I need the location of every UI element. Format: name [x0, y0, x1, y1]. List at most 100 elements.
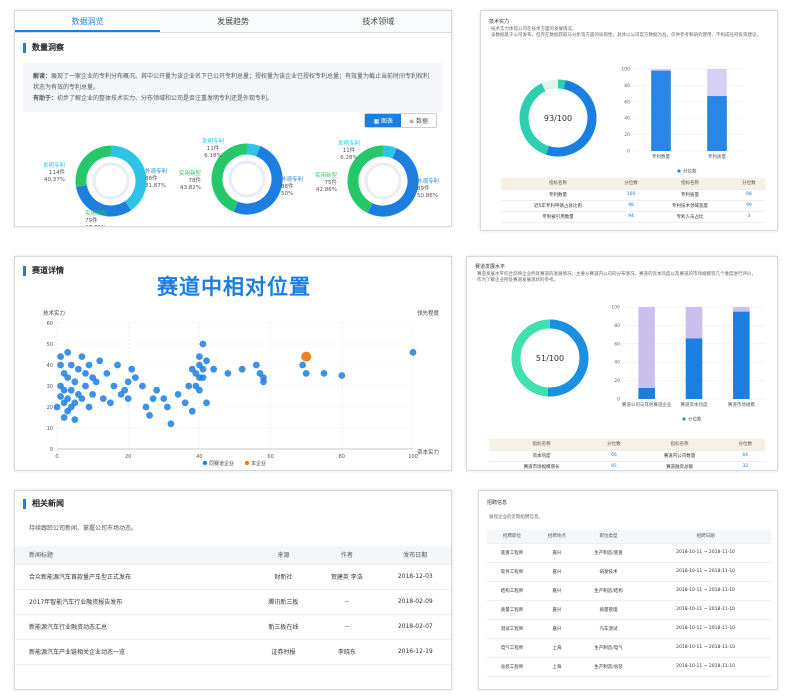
donut-label: 外观专利 — [417, 177, 439, 185]
legend-marker — [202, 460, 208, 466]
gauge-score: 51/100 — [536, 354, 564, 363]
x-axis-label: 资本实力 — [417, 448, 439, 456]
donut-slice — [367, 148, 419, 217]
peer-company-point — [64, 374, 72, 381]
table-row[interactable]: 软件工程师 嘉兴 研发技术 2018-10-11 ~ 2018-11-10 — [487, 562, 771, 582]
peer-company-point — [110, 382, 118, 390]
peer-company-point — [121, 386, 129, 394]
donut-label: 外观专利 — [145, 167, 167, 175]
legend-marker — [682, 417, 686, 421]
help-label: 有助于： — [33, 95, 58, 102]
peer-company-point — [260, 378, 267, 386]
jobs-sub: 展现企业的近期招聘信息。 — [489, 515, 543, 520]
donut-pct: 40.37% — [44, 177, 65, 183]
bar — [707, 96, 727, 151]
donut-pct: 27.76% — [85, 225, 106, 227]
peer-company-point — [199, 340, 207, 348]
peer-company-point — [146, 412, 153, 419]
section-title: 技术实力 — [489, 19, 510, 25]
tech-strength-panel: 技术实力 技术实力体现公司在技术方面的发展情况。 该数据基于公司发布，但存在数据… — [480, 10, 778, 231]
peer-company-point — [78, 353, 86, 360]
peer-company-point — [82, 382, 89, 390]
own-company-point — [301, 351, 312, 362]
peer-company-point — [85, 403, 93, 411]
tech-desc-1: 技术实力体现公司在技术方面的发展情况。 — [491, 27, 577, 32]
donut-label: 实用新型 — [179, 169, 202, 177]
bar — [685, 307, 703, 339]
news-panel: 相关新闻 持续跟踪公司新闻、掌握公司市场动态。 新闻标题 来源 作者 发布日期 合众新… — [14, 490, 452, 690]
x-tick-label: 20 — [125, 454, 131, 460]
tab-tech-field[interactable]: 技术领域 — [362, 17, 395, 26]
tick-label: 60 — [624, 99, 630, 105]
donut-slice — [75, 145, 112, 188]
peer-company-point — [85, 361, 93, 369]
peer-company-point — [203, 357, 210, 365]
table-row[interactable]: 底盘工程师 嘉兴 生产制造/底盘 2018-10-11 ~ 2018-11-10 — [487, 543, 771, 563]
description-box: 解读：展现了一家企业的专利分布概况。其中公开量为该企业名下已公开专利总量；授权量… — [23, 63, 443, 112]
peer-company-point — [181, 399, 189, 407]
donut-label: 发明专利 — [338, 139, 360, 147]
donut-count: 11件 — [343, 146, 356, 154]
category-label: 赛道资本热度 — [681, 401, 708, 408]
category-label: 赛道公司与其他赛道企业 — [622, 401, 672, 408]
peer-company-point — [78, 395, 86, 402]
table-row[interactable]: 电气工程师 上海 生产制造/电气 2018-10-11 ~ 2018-11-10 — [487, 638, 771, 658]
tab-trend[interactable]: 发展趋势 — [216, 17, 249, 26]
x-tick-label: 80 — [339, 454, 345, 460]
donut-slice — [382, 145, 397, 159]
peer-company-point — [57, 353, 64, 360]
peer-company-point — [196, 386, 203, 394]
table-row[interactable]: 质量工程师 嘉兴 质量管理 2018-10-11 ~ 2018-11-10 — [487, 600, 771, 620]
tick-label: 20 — [624, 132, 630, 138]
y-axis-label: 技术实力 — [43, 309, 65, 317]
peer-company-point — [92, 378, 100, 386]
tick-label: 40 — [624, 116, 630, 122]
donut-inner-ring — [92, 162, 130, 200]
tick-label: 100 — [611, 305, 620, 311]
tick-label: 0 — [627, 149, 630, 155]
table-row[interactable]: 新能源汽车行业融资动态汇总 新三板在线 -- 2018-02-07 — [15, 614, 451, 640]
peer-company-point — [60, 414, 68, 421]
peer-company-point — [185, 382, 193, 390]
peer-company-point — [124, 378, 132, 386]
peer-company-point — [71, 416, 79, 423]
donut-count: 88件 — [145, 174, 158, 182]
y-tick-label: 10 — [47, 426, 53, 432]
table-row[interactable]: 新能源汽车产业链相关企业动态一览 证券时报 李晓东 2016-12-19 — [15, 639, 451, 665]
table-row[interactable]: 2017年智能汽车行业融资报告发布 腾讯新三板 -- 2018-02-09 — [15, 589, 451, 615]
peer-company-point — [142, 403, 150, 411]
peer-company-point — [320, 370, 328, 377]
data-view-button[interactable]: ≡ 数据 — [401, 114, 436, 127]
donut-label: 实用新型 — [85, 209, 108, 217]
peer-company-point — [64, 349, 72, 356]
table-row[interactable]: 测试工程师 嘉兴 汽车测试 2018-10-11 ~ 2018-11-10 — [487, 619, 771, 639]
x-tick-label: 100 — [408, 454, 418, 460]
donut-pct: 50.86% — [417, 193, 438, 199]
donut-inner-ring — [228, 160, 266, 198]
track-table: 指标名称 分位数 指标名称 分位数 资本热度 66 赛道内公司数量 66 赛道市场规模增长 9… — [489, 439, 765, 470]
tab-overview[interactable]: 数据洞览 — [15, 11, 161, 32]
donut-pct: 31.87% — [145, 183, 166, 189]
peer-company-point — [338, 372, 346, 379]
donut-label: 外观专利 — [281, 175, 303, 183]
peer-company-point — [114, 361, 121, 369]
donut-label: 实用新型 — [315, 171, 338, 179]
chart-view-button[interactable]: ▦ 图表 — [365, 114, 402, 127]
table-row[interactable]: 结构工程师 嘉兴 生产制造/结构 2018-10-11 ~ 2018-11-10 — [487, 581, 771, 601]
tech-score-gauge: 93/100 — [519, 79, 597, 157]
peer-company-point — [210, 365, 218, 373]
donut-slice — [233, 146, 283, 215]
x-tick-label: 0 — [55, 454, 58, 460]
peer-company-point — [67, 361, 75, 369]
peer-company-point — [60, 386, 68, 394]
peer-company-point — [188, 407, 196, 415]
table-row[interactable]: 总装工程师 上海 生产制造/总装 2018-10-11 ~ 2018-11-10 — [487, 657, 771, 677]
chart-icon: ▦ — [373, 118, 382, 125]
peer-company-point — [57, 393, 64, 400]
category-label: 专利数量 — [652, 153, 670, 160]
table-row[interactable]: 合众新能源汽车首款量产车型正式发布 财新社 贺建英 李浩 2018-12-03 — [15, 564, 451, 590]
legend-label: 同赛道企业 — [209, 460, 234, 467]
peer-company-point — [196, 353, 203, 360]
